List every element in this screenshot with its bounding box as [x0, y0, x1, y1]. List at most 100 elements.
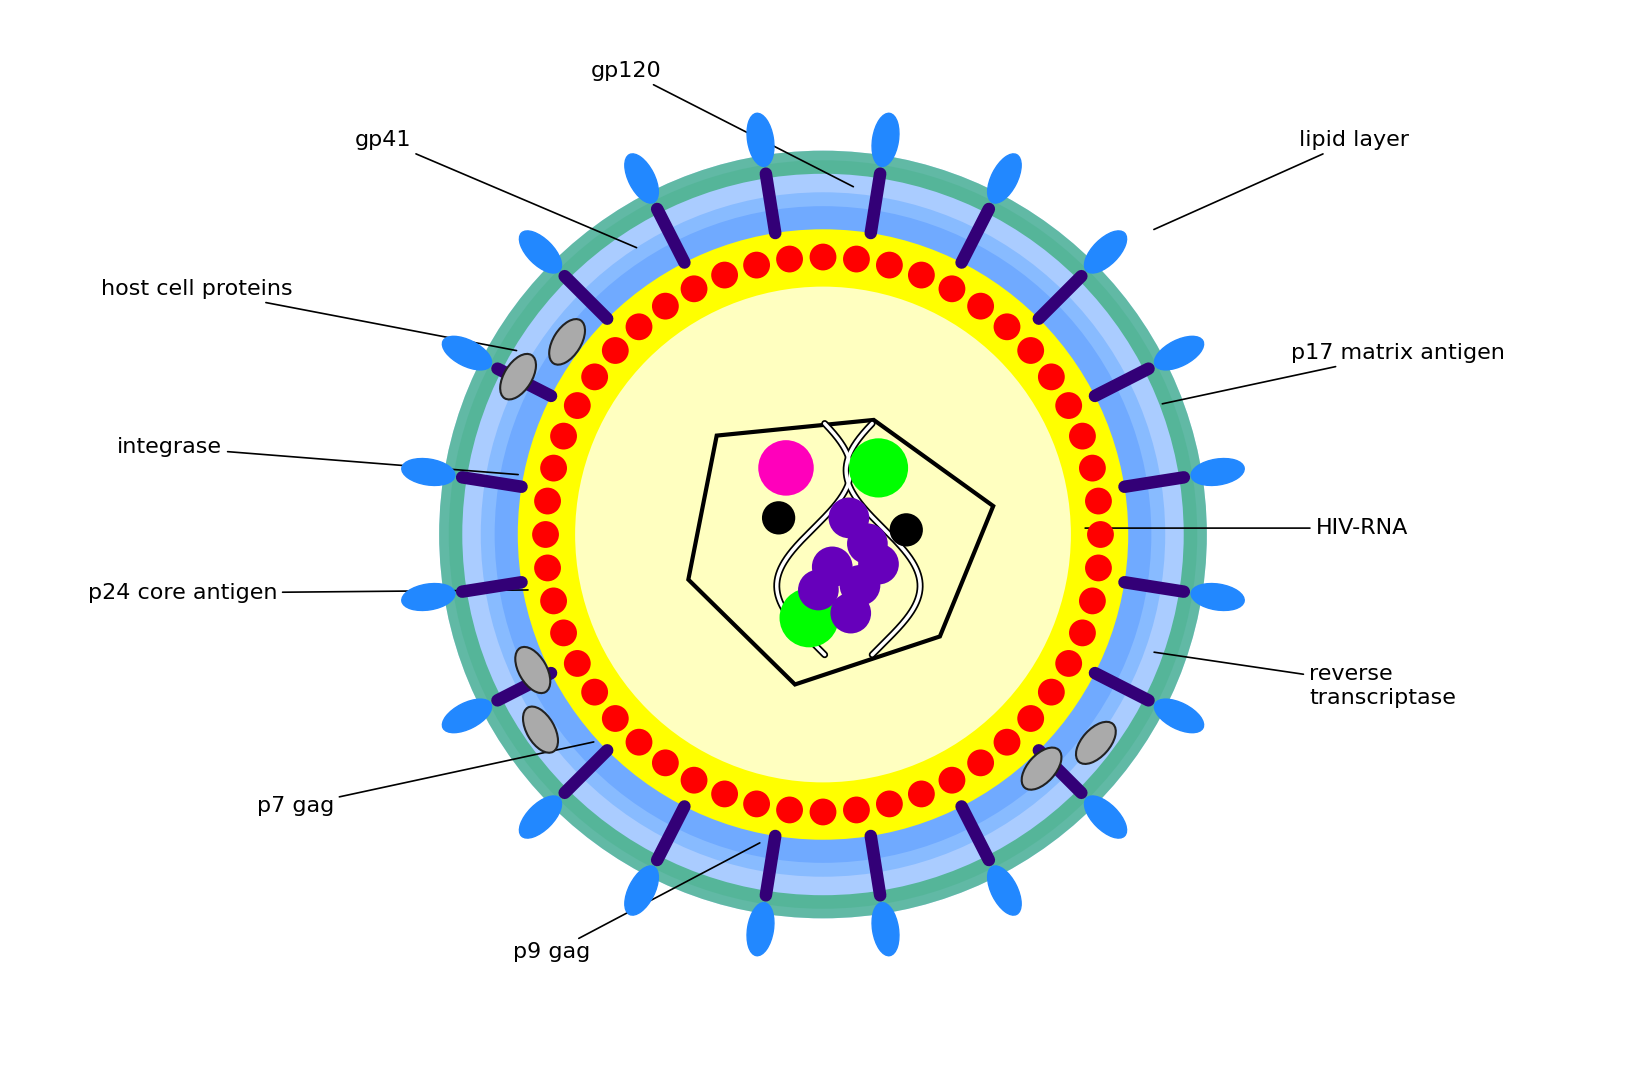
Circle shape	[1055, 650, 1081, 677]
Point	[1029, 312, 1049, 325]
Point	[951, 257, 971, 269]
Point	[1139, 362, 1159, 375]
Circle shape	[708, 419, 938, 650]
Ellipse shape	[1085, 796, 1126, 838]
Ellipse shape	[872, 902, 899, 956]
Circle shape	[535, 555, 561, 582]
Point	[1114, 576, 1134, 589]
Circle shape	[602, 314, 1044, 755]
Point	[1174, 471, 1193, 484]
Circle shape	[681, 276, 708, 303]
Line: 2 pts: 2 pts	[565, 750, 607, 793]
Line: 2 pts: 2 pts	[1039, 276, 1081, 319]
Line: 2 pts: 2 pts	[1124, 583, 1183, 591]
Line: 2 pts: 2 pts	[565, 276, 607, 319]
Point	[871, 167, 890, 180]
Circle shape	[1068, 422, 1096, 450]
Circle shape	[1055, 392, 1081, 419]
Circle shape	[994, 729, 1021, 756]
Circle shape	[545, 257, 1101, 812]
Point	[675, 257, 695, 269]
Point	[542, 667, 561, 680]
Circle shape	[728, 438, 918, 631]
Text: p7 gag: p7 gag	[257, 742, 594, 817]
Circle shape	[1039, 363, 1065, 390]
Circle shape	[785, 496, 861, 573]
Point	[1085, 389, 1104, 402]
Point	[675, 800, 695, 812]
Circle shape	[540, 454, 566, 481]
Point	[951, 800, 971, 812]
Circle shape	[602, 337, 629, 363]
Circle shape	[680, 390, 966, 679]
Circle shape	[744, 790, 770, 818]
Circle shape	[507, 218, 1139, 851]
Circle shape	[497, 208, 1149, 861]
Ellipse shape	[1192, 584, 1244, 610]
Text: reverse
transcriptase: reverse transcriptase	[1154, 652, 1455, 708]
Circle shape	[458, 170, 1188, 899]
Point	[1085, 667, 1104, 680]
Circle shape	[746, 458, 900, 611]
Circle shape	[759, 440, 813, 496]
Ellipse shape	[1022, 747, 1062, 790]
Ellipse shape	[1154, 337, 1203, 370]
Circle shape	[777, 796, 803, 823]
Circle shape	[938, 766, 965, 793]
Circle shape	[550, 619, 578, 647]
Point	[487, 362, 507, 375]
Line: 2 pts: 2 pts	[871, 173, 881, 233]
Point	[765, 227, 785, 239]
Circle shape	[625, 729, 652, 756]
Circle shape	[487, 199, 1159, 870]
Line: 2 pts: 2 pts	[1039, 750, 1081, 793]
Circle shape	[968, 293, 994, 320]
Circle shape	[909, 780, 935, 807]
Point	[979, 854, 999, 867]
Circle shape	[602, 706, 629, 732]
Point	[979, 202, 999, 215]
Point	[597, 744, 617, 757]
Circle shape	[777, 246, 803, 273]
Point	[861, 227, 881, 239]
Circle shape	[565, 276, 1081, 793]
Ellipse shape	[515, 647, 550, 693]
Circle shape	[593, 305, 1053, 764]
Circle shape	[1085, 555, 1111, 582]
Circle shape	[625, 313, 652, 340]
Text: p24 core antigen: p24 core antigen	[87, 584, 528, 603]
Circle shape	[1039, 679, 1065, 706]
Circle shape	[876, 251, 902, 279]
Ellipse shape	[988, 154, 1021, 203]
Circle shape	[968, 749, 994, 776]
Circle shape	[581, 679, 607, 706]
Circle shape	[574, 286, 1072, 783]
Point	[647, 854, 667, 867]
Line: 2 pts: 2 pts	[1124, 478, 1183, 486]
Line: 2 pts: 2 pts	[961, 208, 989, 263]
Ellipse shape	[625, 154, 658, 203]
Circle shape	[876, 790, 902, 818]
Circle shape	[756, 467, 890, 602]
Circle shape	[780, 588, 839, 648]
Point	[756, 889, 775, 902]
Ellipse shape	[550, 319, 584, 365]
Point	[1072, 269, 1091, 282]
Circle shape	[555, 266, 1091, 803]
Text: p9 gag: p9 gag	[514, 842, 760, 962]
Circle shape	[811, 546, 853, 587]
Ellipse shape	[520, 231, 561, 273]
Circle shape	[830, 593, 871, 634]
Circle shape	[532, 521, 560, 548]
Line: 2 pts: 2 pts	[497, 673, 551, 700]
Circle shape	[843, 246, 869, 273]
Ellipse shape	[500, 354, 537, 400]
Circle shape	[843, 796, 869, 823]
Circle shape	[495, 206, 1151, 863]
Circle shape	[813, 525, 833, 544]
Text: host cell proteins: host cell proteins	[100, 279, 517, 351]
Circle shape	[762, 501, 795, 534]
Point	[647, 202, 667, 215]
Circle shape	[578, 290, 1068, 779]
Line: 2 pts: 2 pts	[765, 173, 775, 233]
